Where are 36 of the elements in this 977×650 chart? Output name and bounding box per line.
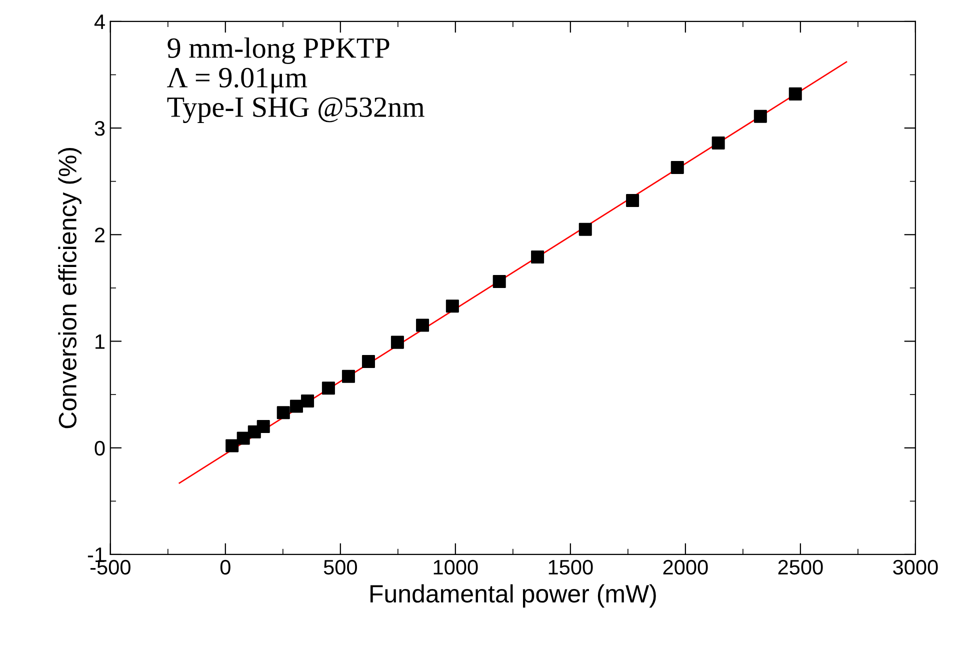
point (290, 400, 303, 413)
point (342, 370, 355, 383)
y-tick-label: 3 (94, 121, 105, 136)
point (390, 336, 404, 349)
point (578, 222, 592, 236)
y-tick-label: 2 (95, 228, 104, 242)
x-tick-label: 2000 (663, 560, 708, 575)
point (322, 382, 335, 395)
annotation: 9 mm-long PPKTP Λ = 9.01μm Type-I SHG @532nm (167, 37, 424, 124)
x-tick-label: 1500 (548, 560, 593, 575)
x-tick-label: 1000 (434, 560, 478, 575)
x-tick-label: 2500 (778, 560, 823, 575)
y-tick-label: 0 (94, 440, 105, 456)
y-tick-label: 4 (94, 14, 105, 29)
point (416, 318, 430, 332)
point (626, 194, 640, 208)
point (531, 250, 544, 264)
point (301, 394, 314, 408)
point (492, 275, 506, 288)
x-tick-label: 0 (220, 560, 230, 575)
point (226, 439, 239, 452)
point (256, 420, 270, 434)
x-axis-title: Fundamental power (mW) (370, 584, 656, 608)
x-tick-label: 3000 (893, 560, 938, 575)
y-tick-label: 1 (96, 334, 105, 349)
point (446, 300, 459, 313)
point (276, 406, 290, 420)
x-tick-label: 500 (324, 560, 357, 575)
x-tick-label: -500 (90, 560, 130, 575)
y-axis-title: Conversion efficiency (%) (58, 148, 82, 428)
point (670, 160, 684, 174)
point (712, 136, 725, 150)
point (362, 355, 375, 368)
point (788, 87, 802, 100)
point (754, 110, 767, 123)
point (236, 432, 250, 445)
